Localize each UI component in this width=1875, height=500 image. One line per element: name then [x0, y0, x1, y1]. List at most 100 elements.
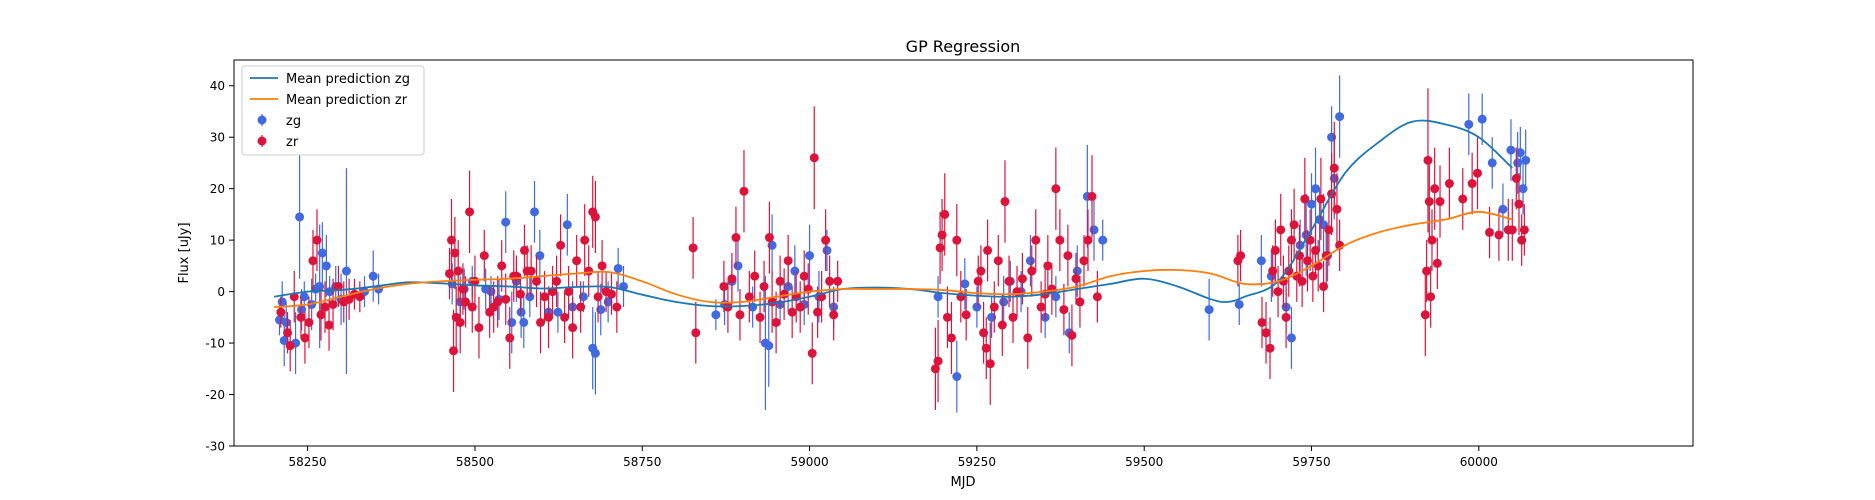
data-point-zr [1000, 197, 1010, 207]
data-point-zr [1017, 274, 1027, 284]
data-point-zr [580, 235, 590, 245]
data-point-zr [961, 310, 971, 320]
data-point-zg [281, 317, 291, 327]
data-point-zr [799, 271, 809, 281]
data-point-zr [515, 289, 525, 299]
data-point-zr [1297, 276, 1307, 286]
data-point-zr [1075, 297, 1085, 307]
x-tick-label: 59000 [790, 455, 828, 469]
data-point-zr [1444, 179, 1454, 189]
data-point-zg [1487, 158, 1497, 168]
data-point-zg [952, 372, 962, 382]
data-point-zr [809, 153, 819, 163]
data-point-zr [455, 317, 465, 327]
data-point-zr [474, 323, 484, 333]
data-point-zg [1464, 119, 1474, 129]
data-point-zg [341, 266, 351, 276]
data-point-zg [553, 307, 563, 317]
data-point-zr [1435, 197, 1445, 207]
data-point-zr [1270, 245, 1280, 255]
data-point-zg [960, 279, 970, 289]
data-point-zr [1507, 225, 1517, 235]
data-point-zr [1426, 292, 1436, 302]
data-point-zr [942, 312, 952, 322]
data-point-zg [1498, 204, 1508, 214]
data-point-zg [1295, 240, 1305, 250]
data-point-zg [325, 287, 335, 297]
data-point-zr [1273, 287, 1283, 297]
data-point-zr [1067, 330, 1077, 340]
data-point-zr [296, 312, 306, 322]
data-point-zr [564, 287, 574, 297]
data-point-zr [833, 276, 843, 286]
data-point-zr [783, 256, 793, 266]
data-point-zr [447, 235, 457, 245]
data-point-zr [1305, 235, 1315, 245]
data-point-zr [544, 312, 554, 322]
data-point-zr [449, 346, 459, 356]
data-point-zg [590, 348, 600, 358]
data-point-zr [1514, 199, 1524, 209]
data-point-zr [1316, 194, 1326, 204]
plot-frame [233, 59, 1694, 447]
data-point-zr [316, 310, 326, 320]
data-point-zg [1234, 299, 1244, 309]
data-point-zg [535, 251, 545, 261]
series-zr [276, 88, 1529, 410]
data-point-zg [317, 248, 327, 258]
data-point-zg [790, 266, 800, 276]
x-axis-label: MJD [950, 475, 975, 490]
data-point-zr [308, 256, 318, 266]
data-point-zr [1071, 274, 1081, 284]
y-tick-label: 20 [210, 182, 225, 196]
y-tick-label: 10 [210, 234, 225, 248]
data-point-zg [1098, 235, 1108, 245]
data-point-zr [829, 310, 839, 320]
data-point-zr [560, 312, 570, 322]
data-point-zr [593, 292, 603, 302]
legend-label-zg-prediction: Mean prediction zg [286, 72, 410, 87]
data-point-zr [445, 269, 455, 279]
data-point-zr [771, 317, 781, 327]
data-point-zr [612, 302, 622, 312]
data-point-zr [1265, 343, 1275, 353]
chart-title: GP Regression [906, 37, 1021, 56]
data-point-zg [368, 271, 378, 281]
data-point-zr [1027, 266, 1037, 276]
data-point-zr [1092, 292, 1102, 302]
legend-label-zr-prediction: Mean prediction zr [286, 93, 408, 108]
legend-label-zg: zg [286, 114, 301, 129]
data-point-zg [277, 297, 287, 307]
data-point-zr [1008, 312, 1018, 322]
data-point-zr [1051, 184, 1061, 194]
data-point-zg [933, 292, 943, 302]
data-point-zr [328, 299, 338, 309]
data-point-zg [1515, 148, 1525, 158]
data-point-zr [946, 333, 956, 343]
data-point-zr [493, 297, 503, 307]
data-point-zr [1059, 305, 1069, 315]
data-point-zg [822, 245, 832, 255]
y-axis-label: Flux [uJy] [177, 222, 192, 283]
data-point-zg [1506, 145, 1516, 155]
data-point-zr [556, 240, 566, 250]
data-point-zr [981, 343, 991, 353]
y-tick-label: -30 [205, 440, 225, 454]
x-axis-ticks: 58250 58500 58750 59000 59250 59500 59750 60000 [289, 446, 1498, 469]
data-point-zr [465, 207, 475, 217]
data-point-zg [764, 341, 774, 351]
data-point-zr [1281, 312, 1291, 322]
data-point-zg [299, 292, 309, 302]
data-point-zr [572, 256, 582, 266]
data-point-zr [501, 294, 511, 304]
data-point-zg [805, 251, 815, 261]
data-point-zr [807, 348, 817, 358]
legend: Mean prediction zg Mean prediction zr zg… [241, 65, 425, 156]
x-tick-label: 59250 [958, 455, 996, 469]
data-point-zg [1256, 256, 1266, 266]
y-tick-label: -10 [205, 337, 225, 351]
data-point-zr [739, 186, 749, 196]
data-point-zr [1079, 256, 1089, 266]
data-point-zr [727, 274, 737, 284]
